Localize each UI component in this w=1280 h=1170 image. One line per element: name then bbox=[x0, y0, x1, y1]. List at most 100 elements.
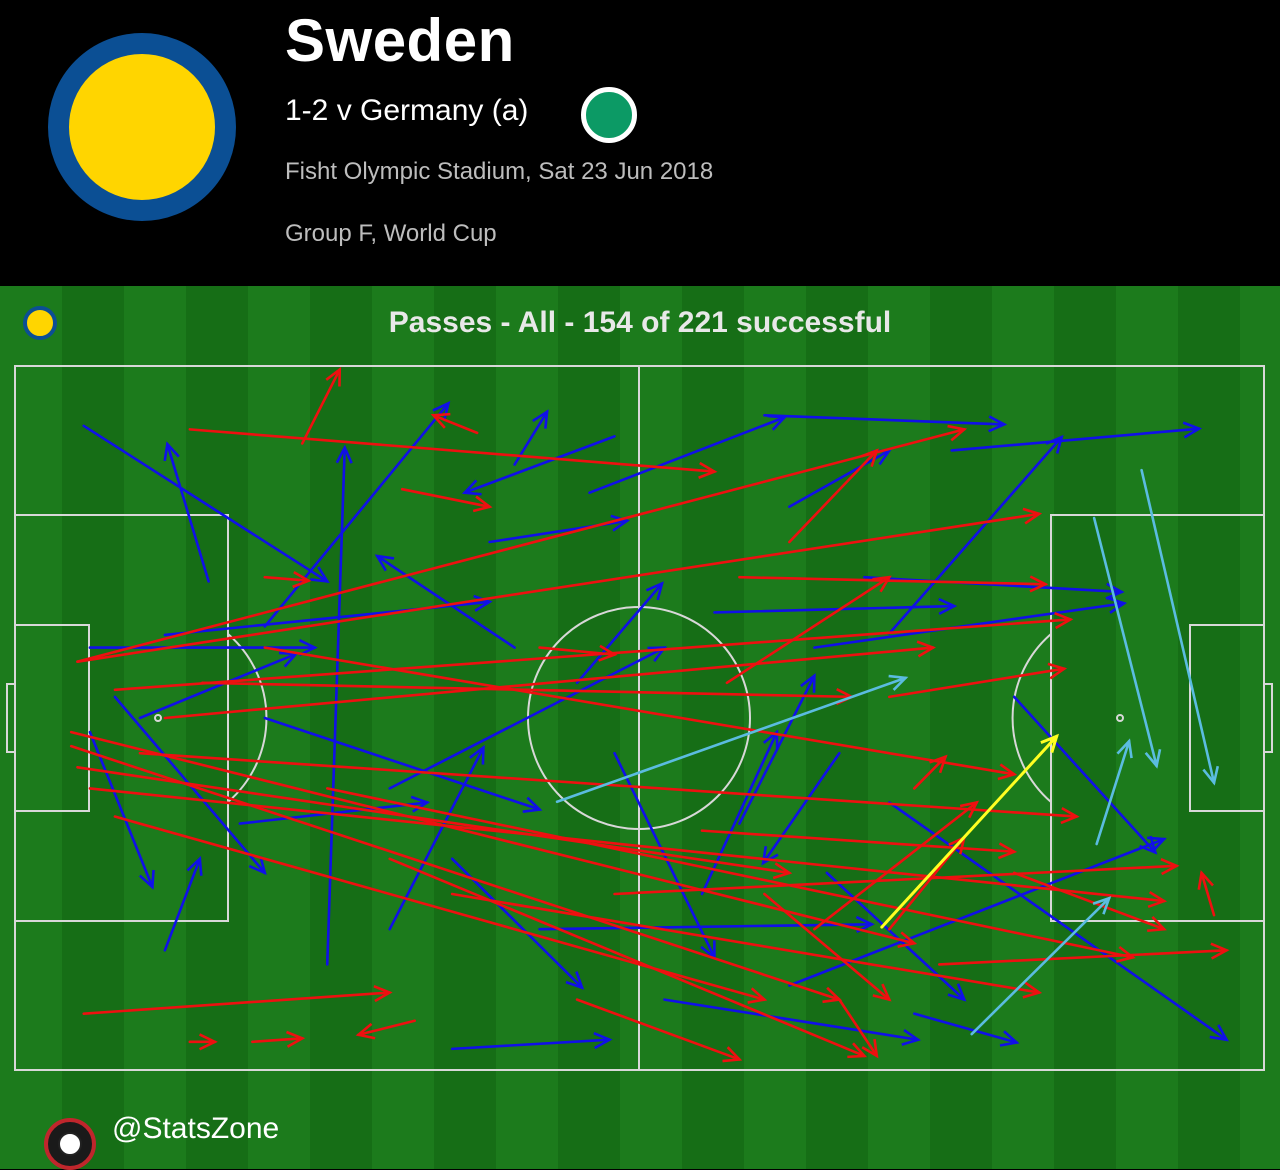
team-badge-small bbox=[23, 306, 57, 340]
successful-pass bbox=[700, 729, 779, 896]
key-pass-arrowhead bbox=[1202, 765, 1220, 786]
successful-pass bbox=[761, 751, 841, 866]
germany-team-badge[interactable] bbox=[581, 87, 637, 143]
unsuccessful-pass bbox=[763, 892, 892, 1002]
unsuccessful-pass-line bbox=[725, 575, 891, 685]
unsuccessful-pass bbox=[188, 428, 718, 479]
successful-pass-arrowhead bbox=[473, 594, 493, 612]
unsuccessful-pass-arrowhead bbox=[285, 1030, 306, 1048]
successful-pass-arrowhead bbox=[310, 566, 330, 584]
match-score: 1-2 v Germany (a) bbox=[285, 94, 529, 127]
unsuccessful-pass-arrowhead bbox=[897, 931, 918, 949]
successful-pass-line bbox=[825, 871, 966, 1001]
successful-pass-arrowhead bbox=[298, 639, 318, 657]
unsuccessful-pass bbox=[251, 1030, 306, 1048]
unsuccessful-pass-arrowhead bbox=[355, 1022, 376, 1040]
successful-pass-line bbox=[713, 604, 956, 614]
unsuccessful-pass bbox=[613, 858, 1180, 896]
unsuccessful-pass-line bbox=[88, 787, 1166, 903]
successful-pass bbox=[450, 1032, 613, 1051]
successful-pass bbox=[738, 673, 816, 825]
successful-pass-arrowhead bbox=[1107, 596, 1128, 614]
unsuccessful-pass bbox=[138, 751, 1080, 825]
successful-pass bbox=[887, 434, 1064, 635]
successful-pass-line bbox=[88, 730, 154, 889]
unsuccessful-pass bbox=[1012, 871, 1167, 933]
unsuccessful-pass-line bbox=[76, 765, 791, 875]
successful-pass-arrowhead bbox=[522, 796, 543, 813]
successful-pass bbox=[887, 801, 1229, 1042]
key-pass-line bbox=[1140, 468, 1216, 785]
successful-pass bbox=[588, 414, 788, 495]
successful-pass-arrowhead bbox=[1147, 836, 1167, 853]
key-pass bbox=[1092, 516, 1162, 769]
unsuccessful-pass-line bbox=[82, 991, 392, 1015]
successful-pass-arrowhead bbox=[645, 581, 664, 601]
successful-pass bbox=[163, 594, 493, 637]
successful-pass bbox=[488, 514, 630, 544]
unsuccessful-pass-line bbox=[163, 646, 935, 720]
key-pass-arrowhead bbox=[1144, 748, 1162, 769]
unsuccessful-pass bbox=[813, 800, 980, 931]
successful-pass-line bbox=[912, 1012, 1018, 1044]
unsuccessful-pass bbox=[355, 1019, 416, 1040]
successful-pass-arrowhead bbox=[1182, 421, 1203, 439]
statszone-handle[interactable]: @StatsZone bbox=[112, 1112, 280, 1145]
unsuccessful-pass-arrowhead bbox=[1047, 662, 1068, 680]
unsuccessful-pass-arrowhead bbox=[916, 640, 936, 658]
successful-pass-line bbox=[163, 857, 202, 952]
unsuccessful-pass-line bbox=[432, 413, 479, 435]
successful-pass-line bbox=[700, 730, 779, 896]
successful-pass-line bbox=[325, 446, 347, 966]
unsuccessful-pass bbox=[430, 412, 479, 435]
right-penalty-area bbox=[1050, 514, 1265, 922]
team-name: Sweden bbox=[285, 7, 515, 74]
successful-pass-line bbox=[1012, 695, 1157, 854]
unsuccessful-pass bbox=[838, 998, 879, 1059]
unsuccessful-pass-arrowhead bbox=[1147, 915, 1167, 933]
unsuccessful-pass bbox=[725, 575, 892, 685]
venue-date: Fisht Olympic Stadium, Sat 23 Jun 2018 bbox=[285, 158, 714, 185]
successful-pass-line bbox=[761, 751, 841, 865]
key-pass-line bbox=[970, 896, 1111, 1036]
unsuccessful-pass-arrowhead bbox=[430, 412, 451, 429]
unsuccessful-pass bbox=[76, 765, 793, 880]
successful-pass bbox=[713, 597, 958, 616]
key-pass-line bbox=[555, 676, 907, 804]
successful-pass-arrowhead bbox=[1139, 835, 1158, 855]
unsuccessful-pass bbox=[163, 640, 936, 720]
successful-pass bbox=[763, 413, 1008, 433]
unsuccessful-pass bbox=[538, 644, 618, 662]
unsuccessful-pass-line bbox=[325, 787, 1135, 959]
unsuccessful-pass-line bbox=[76, 428, 966, 663]
unsuccessful-pass-arrowhead bbox=[1197, 870, 1214, 890]
unsuccessful-pass-arrowhead bbox=[1022, 507, 1043, 525]
successful-pass bbox=[663, 998, 921, 1046]
unsuccessful-pass-arrowhead bbox=[1022, 981, 1043, 999]
successful-pass-line bbox=[166, 442, 210, 583]
successful-pass bbox=[1012, 695, 1158, 855]
unsuccessful-pass-arrowhead bbox=[929, 754, 948, 774]
unsuccessful-pass-line bbox=[188, 428, 716, 473]
successful-pass-arrowhead bbox=[761, 846, 779, 866]
unsuccessful-pass-arrowhead bbox=[1160, 858, 1180, 876]
unsuccessful-pass bbox=[76, 424, 968, 663]
unsuccessful-pass bbox=[450, 892, 1043, 999]
unsuccessful-pass-arrowhead bbox=[373, 985, 393, 1003]
right-penalty-arc bbox=[1011, 633, 1052, 803]
unsuccessful-pass-line bbox=[263, 575, 310, 583]
unsuccessful-pass-line bbox=[887, 667, 1066, 699]
unsuccessful-pass-line bbox=[69, 744, 841, 1001]
successful-pass-arrowhead bbox=[610, 514, 630, 532]
successful-pass-arrowhead bbox=[1209, 1024, 1229, 1042]
successful-pass bbox=[950, 421, 1203, 452]
unsuccessful-pass-line bbox=[813, 801, 979, 931]
successful-pass-arrowhead bbox=[461, 479, 482, 496]
unsuccessful-pass bbox=[738, 575, 1049, 593]
right-penalty-spot bbox=[1116, 714, 1124, 722]
unsuccessful-pass-line bbox=[357, 1019, 416, 1037]
successful-pass-line bbox=[663, 998, 920, 1042]
unsuccessful-pass bbox=[1197, 870, 1216, 917]
unsuccessful-pass bbox=[325, 787, 1136, 963]
unsuccessful-pass-arrowhead bbox=[959, 800, 980, 819]
